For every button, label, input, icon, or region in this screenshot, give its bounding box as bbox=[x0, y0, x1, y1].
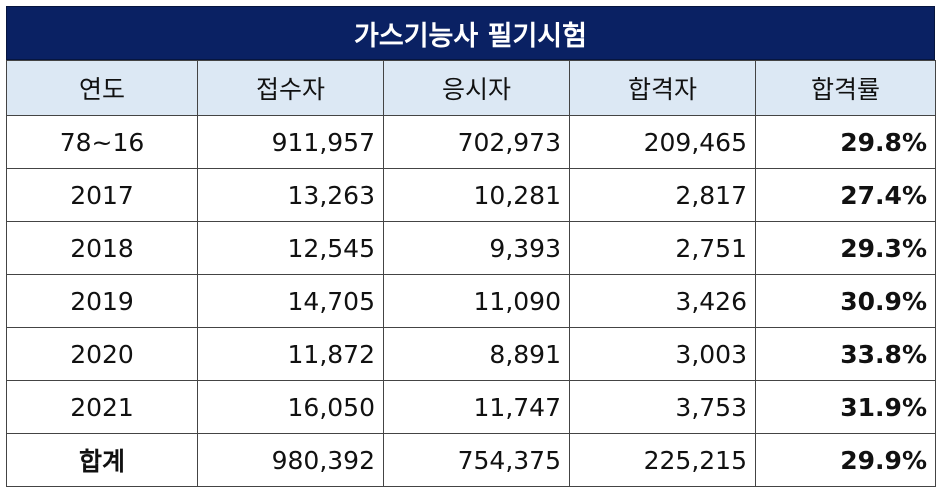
cell-year: 78~16 bbox=[6, 115, 198, 169]
exam-stats-table: 연도 접수자 응시자 합격자 합격률 78~16 911,957 702,973… bbox=[6, 60, 936, 487]
cell-pass-rate: 30.9% bbox=[755, 274, 936, 328]
cell-passed: 3,426 bbox=[569, 274, 756, 328]
table-row: 2017 13,263 10,281 2,817 27.4% bbox=[6, 168, 936, 222]
table-row: 78~16 911,957 702,973 209,465 29.8% bbox=[6, 115, 936, 169]
cell-examinees: 702,973 bbox=[383, 115, 570, 169]
table-row: 2020 11,872 8,891 3,003 33.8% bbox=[6, 327, 936, 381]
cell-passed: 225,215 bbox=[569, 433, 756, 487]
table-row: 2021 16,050 11,747 3,753 31.9% bbox=[6, 380, 936, 434]
cell-examinees: 754,375 bbox=[383, 433, 570, 487]
cell-examinees: 9,393 bbox=[383, 221, 570, 275]
cell-applicants: 14,705 bbox=[197, 274, 384, 328]
cell-pass-rate: 29.9% bbox=[755, 433, 936, 487]
cell-passed: 2,817 bbox=[569, 168, 756, 222]
header-examinees: 응시자 bbox=[383, 60, 570, 116]
cell-applicants: 980,392 bbox=[197, 433, 384, 487]
cell-total-label: 합계 bbox=[6, 433, 198, 487]
header-pass-rate: 합격률 bbox=[755, 60, 936, 116]
cell-passed: 3,003 bbox=[569, 327, 756, 381]
cell-year: 2021 bbox=[6, 380, 198, 434]
cell-year: 2018 bbox=[6, 221, 198, 275]
cell-applicants: 11,872 bbox=[197, 327, 384, 381]
header-passed: 합격자 bbox=[569, 60, 756, 116]
cell-pass-rate: 31.9% bbox=[755, 380, 936, 434]
cell-year: 2019 bbox=[6, 274, 198, 328]
cell-applicants: 12,545 bbox=[197, 221, 384, 275]
cell-year: 2017 bbox=[6, 168, 198, 222]
cell-pass-rate: 29.8% bbox=[755, 115, 936, 169]
cell-examinees: 8,891 bbox=[383, 327, 570, 381]
cell-applicants: 13,263 bbox=[197, 168, 384, 222]
cell-pass-rate: 33.8% bbox=[755, 327, 936, 381]
header-row: 연도 접수자 응시자 합격자 합격률 bbox=[6, 60, 936, 116]
table-row: 2018 12,545 9,393 2,751 29.3% bbox=[6, 221, 936, 275]
cell-examinees: 11,090 bbox=[383, 274, 570, 328]
cell-applicants: 16,050 bbox=[197, 380, 384, 434]
cell-pass-rate: 29.3% bbox=[755, 221, 936, 275]
total-row: 합계 980,392 754,375 225,215 29.9% bbox=[6, 433, 936, 487]
table-title: 가스기능사 필기시험 bbox=[6, 6, 935, 60]
header-year: 연도 bbox=[6, 60, 198, 116]
header-applicants: 접수자 bbox=[197, 60, 384, 116]
cell-passed: 3,753 bbox=[569, 380, 756, 434]
cell-examinees: 11,747 bbox=[383, 380, 570, 434]
cell-year: 2020 bbox=[6, 327, 198, 381]
cell-passed: 2,751 bbox=[569, 221, 756, 275]
cell-examinees: 10,281 bbox=[383, 168, 570, 222]
table-row: 2019 14,705 11,090 3,426 30.9% bbox=[6, 274, 936, 328]
cell-pass-rate: 27.4% bbox=[755, 168, 936, 222]
cell-passed: 209,465 bbox=[569, 115, 756, 169]
cell-applicants: 911,957 bbox=[197, 115, 384, 169]
